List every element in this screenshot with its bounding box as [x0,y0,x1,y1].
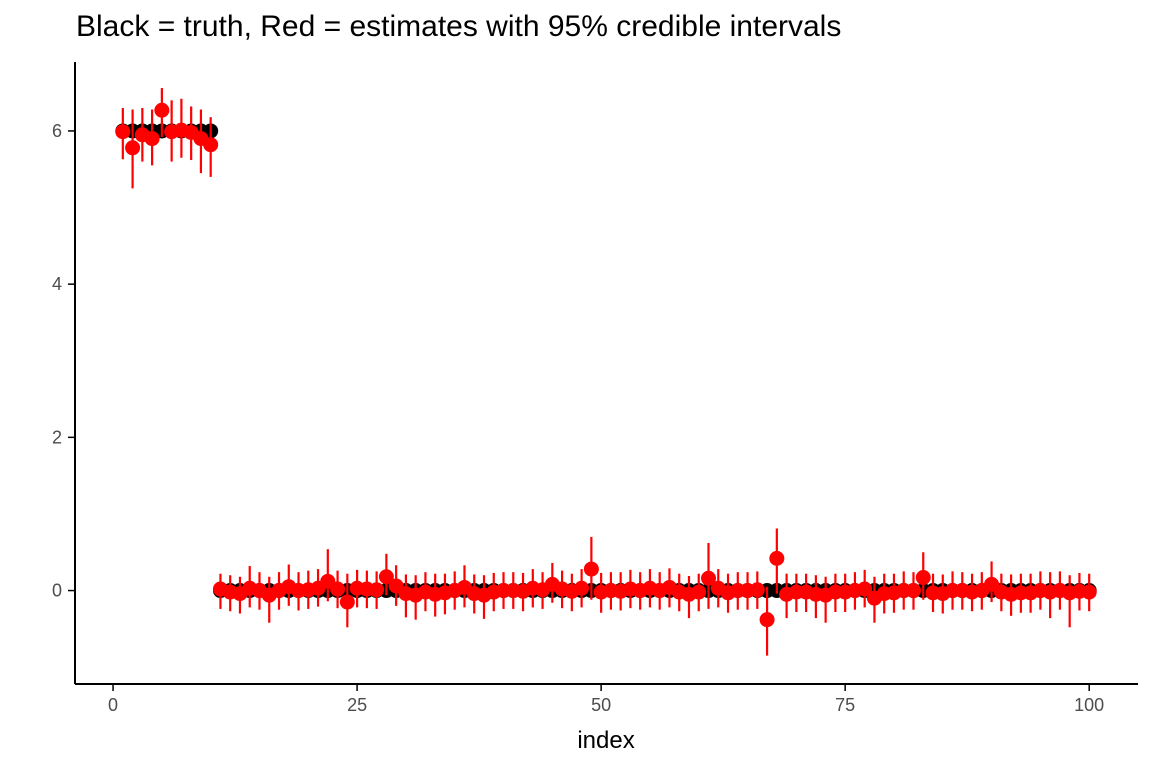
y-tick-label: 6 [52,121,62,141]
estimate-point [583,561,599,577]
y-tick-label: 2 [52,427,62,447]
estimate-point [203,137,219,153]
truth-series [115,123,1097,599]
estimate-point [339,594,355,610]
estimate-point [330,581,346,597]
estimate-point [915,570,931,586]
estimate-point [378,569,394,585]
x-tick-label: 25 [347,695,367,715]
estimate-point [905,583,921,599]
estimate-point [1081,584,1097,600]
estimate-point [125,140,141,156]
chart-title: Black = truth, Red = estimates with 95% … [76,10,842,43]
x-tick-label: 75 [835,695,855,715]
estimate-point [759,612,775,628]
estimate-point [369,582,385,598]
estimate-point [144,131,160,147]
x-tick-label: 0 [108,695,118,715]
x-axis-title: index [577,727,634,754]
y-tick-label: 0 [52,581,62,601]
y-tick-label: 4 [52,274,62,294]
estimate-series [115,88,1097,656]
x-tick-label: 50 [591,695,611,715]
estimate-point [691,584,707,600]
estimate-point [701,570,717,586]
axes: 0 25 50 75 100 0 2 4 6 [52,62,1138,715]
estimate-point [574,580,590,596]
estimate-point [154,102,170,118]
estimate-point [115,124,131,140]
x-tick-label: 100 [1074,695,1104,715]
estimate-point [857,581,873,597]
estimate-point [769,550,785,566]
estimate-point [749,582,765,598]
